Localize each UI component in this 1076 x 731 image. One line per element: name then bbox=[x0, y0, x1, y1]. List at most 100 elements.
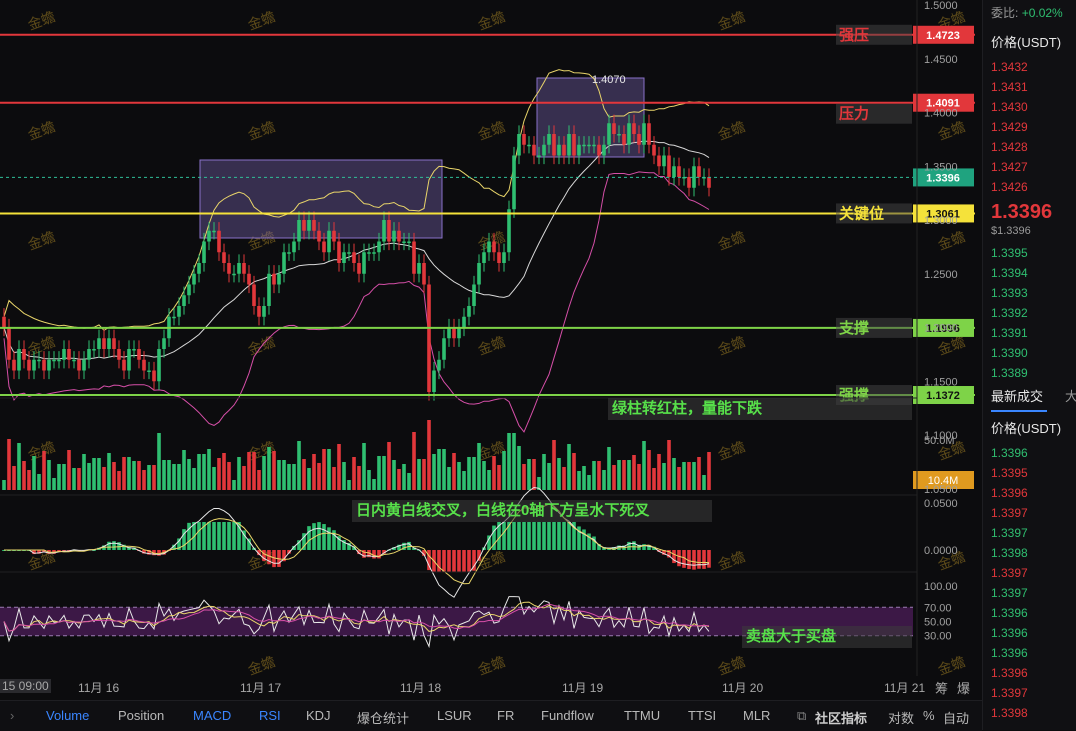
auto-scale-toggle[interactable]: 自动 bbox=[943, 711, 970, 726]
indicator-tab-macd[interactable]: MACD bbox=[193, 708, 232, 723]
collapse-icon[interactable]: › bbox=[10, 708, 15, 723]
candle-body bbox=[587, 144, 591, 147]
candle-body bbox=[407, 241, 411, 243]
bid-price-row[interactable]: 1.3394 bbox=[991, 266, 1028, 280]
candle-body bbox=[502, 252, 506, 263]
candle-body bbox=[567, 134, 571, 156]
macd-histogram-bar bbox=[477, 550, 481, 561]
volume-bar bbox=[227, 462, 231, 490]
log-scale-toggle[interactable]: 对数 bbox=[888, 711, 915, 726]
volume-bar bbox=[562, 467, 566, 490]
volume-bar bbox=[52, 478, 56, 490]
volume-bar bbox=[272, 451, 276, 490]
volume-bar bbox=[637, 464, 641, 490]
bid-price-row[interactable]: 1.3393 bbox=[991, 286, 1028, 300]
bid-price-row[interactable]: 1.3391 bbox=[991, 326, 1028, 340]
candle-body bbox=[87, 349, 91, 360]
macd-histogram-bar bbox=[322, 524, 326, 550]
price-tick-label: 1.1000 bbox=[924, 430, 958, 442]
bid-ask-ratio: 委比: +0.02% bbox=[991, 4, 1063, 22]
volume-bar bbox=[422, 459, 426, 490]
ask-price-row[interactable]: 1.3427 bbox=[991, 160, 1028, 174]
indicator-tab-ttsi[interactable]: TTSI bbox=[688, 708, 717, 723]
date-label: 11月 19 bbox=[562, 681, 604, 695]
rsi-line-fast bbox=[3, 596, 710, 649]
macd-histogram-bar bbox=[107, 541, 111, 550]
trades-title[interactable]: 最新成交 bbox=[991, 388, 1043, 406]
community-indicators-button[interactable]: 社区指标 bbox=[815, 711, 868, 726]
ask-price-row[interactable]: 1.3432 bbox=[991, 60, 1028, 74]
chip-distribution-button[interactable]: 筹 bbox=[935, 681, 949, 696]
macd-histogram-bar bbox=[307, 526, 311, 550]
indicator-tab-position[interactable]: Position bbox=[118, 708, 165, 723]
volume-bar bbox=[32, 456, 36, 490]
percent-scale-toggle[interactable]: % bbox=[923, 708, 935, 723]
candle-body bbox=[497, 252, 501, 263]
volume-bar bbox=[702, 475, 706, 490]
ask-price-row[interactable]: 1.3430 bbox=[991, 100, 1028, 114]
level-name-box bbox=[836, 203, 912, 224]
trades-title-extra[interactable]: 大 bbox=[1065, 389, 1076, 404]
candle-body bbox=[327, 230, 331, 253]
candle-body bbox=[517, 134, 521, 156]
indicator-toolbar: › Volume Position MACD RSI KDJ 爆仓统计 LSUR FR Fund… bbox=[0, 700, 982, 731]
candle-body bbox=[552, 134, 556, 156]
volume-bar bbox=[242, 466, 246, 490]
indicator-tab-fundflow[interactable]: Fundflow bbox=[541, 708, 594, 723]
ask-price-row[interactable]: 1.3426 bbox=[991, 180, 1028, 194]
ratio-value: +0.02% bbox=[1021, 6, 1063, 20]
volume-bar bbox=[707, 452, 711, 490]
ask-price-row[interactable]: 1.3428 bbox=[991, 140, 1028, 154]
macd-histogram-bar bbox=[232, 522, 236, 550]
candle-body bbox=[267, 273, 271, 306]
trade-price-row: 1.3396 bbox=[991, 486, 1028, 500]
macd-histogram-bar bbox=[582, 529, 586, 550]
volume-bar bbox=[37, 474, 41, 490]
bid-price-row[interactable]: 1.3395 bbox=[991, 246, 1028, 260]
indicator-tab-爆仓统计[interactable]: 爆仓统计 bbox=[357, 711, 410, 726]
candle-body bbox=[42, 359, 46, 371]
candle-body bbox=[572, 134, 576, 156]
volume-bar bbox=[697, 457, 701, 490]
indicator-tab-fr[interactable]: FR bbox=[497, 708, 515, 723]
volume-bar bbox=[282, 460, 286, 490]
indicator-tab-rsi[interactable]: RSI bbox=[259, 708, 281, 723]
bid-price-row[interactable]: 1.3390 bbox=[991, 346, 1028, 360]
candle-body bbox=[547, 134, 551, 145]
macd-histogram-bar bbox=[557, 522, 561, 550]
indicator-tab-kdj[interactable]: KDJ bbox=[306, 708, 331, 723]
indicator-tab-ttmu[interactable]: TTMU bbox=[624, 708, 661, 723]
ask-price-row[interactable]: 1.3429 bbox=[991, 120, 1028, 134]
volume-bar bbox=[432, 454, 436, 490]
bid-price-row[interactable]: 1.3389 bbox=[991, 366, 1028, 380]
candle-body bbox=[57, 359, 61, 362]
candle-body bbox=[372, 252, 376, 254]
order-book-panel: 委比: +0.02% 价格(USDT) 1.3432 1.3431 1.3430 1.… bbox=[982, 0, 1076, 730]
bid-price-row[interactable]: 1.3392 bbox=[991, 306, 1028, 320]
candle-body bbox=[2, 316, 6, 328]
volume-bar bbox=[647, 450, 651, 490]
volume-bar bbox=[427, 420, 431, 490]
macd-histogram-bar bbox=[142, 550, 146, 554]
candle-body bbox=[112, 338, 116, 349]
liquidation-button[interactable]: 爆 bbox=[957, 681, 971, 696]
candle-body bbox=[192, 273, 196, 285]
candle-body bbox=[677, 166, 681, 177]
price-tick-label: 1.0500 bbox=[924, 484, 958, 496]
macd-histogram-bar bbox=[442, 550, 446, 572]
external-link-icon[interactable]: ⧉ bbox=[797, 708, 807, 723]
volume-bar bbox=[472, 457, 476, 490]
indicator-tab-lsur[interactable]: LSUR bbox=[437, 708, 472, 723]
candle-body bbox=[127, 349, 131, 371]
indicator-tab-mlr[interactable]: MLR bbox=[743, 708, 771, 723]
trade-price-row: 1.3397 bbox=[991, 506, 1028, 520]
candle-body bbox=[452, 327, 456, 339]
trade-price-row: 1.3397 bbox=[991, 526, 1028, 540]
ask-price-row[interactable]: 1.3431 bbox=[991, 80, 1028, 94]
bollinger-middle bbox=[3, 140, 710, 360]
volume-bar bbox=[132, 461, 136, 490]
volume-bar bbox=[557, 458, 561, 490]
volume-bar bbox=[127, 457, 131, 490]
indicator-tab-volume[interactable]: Volume bbox=[46, 708, 90, 723]
